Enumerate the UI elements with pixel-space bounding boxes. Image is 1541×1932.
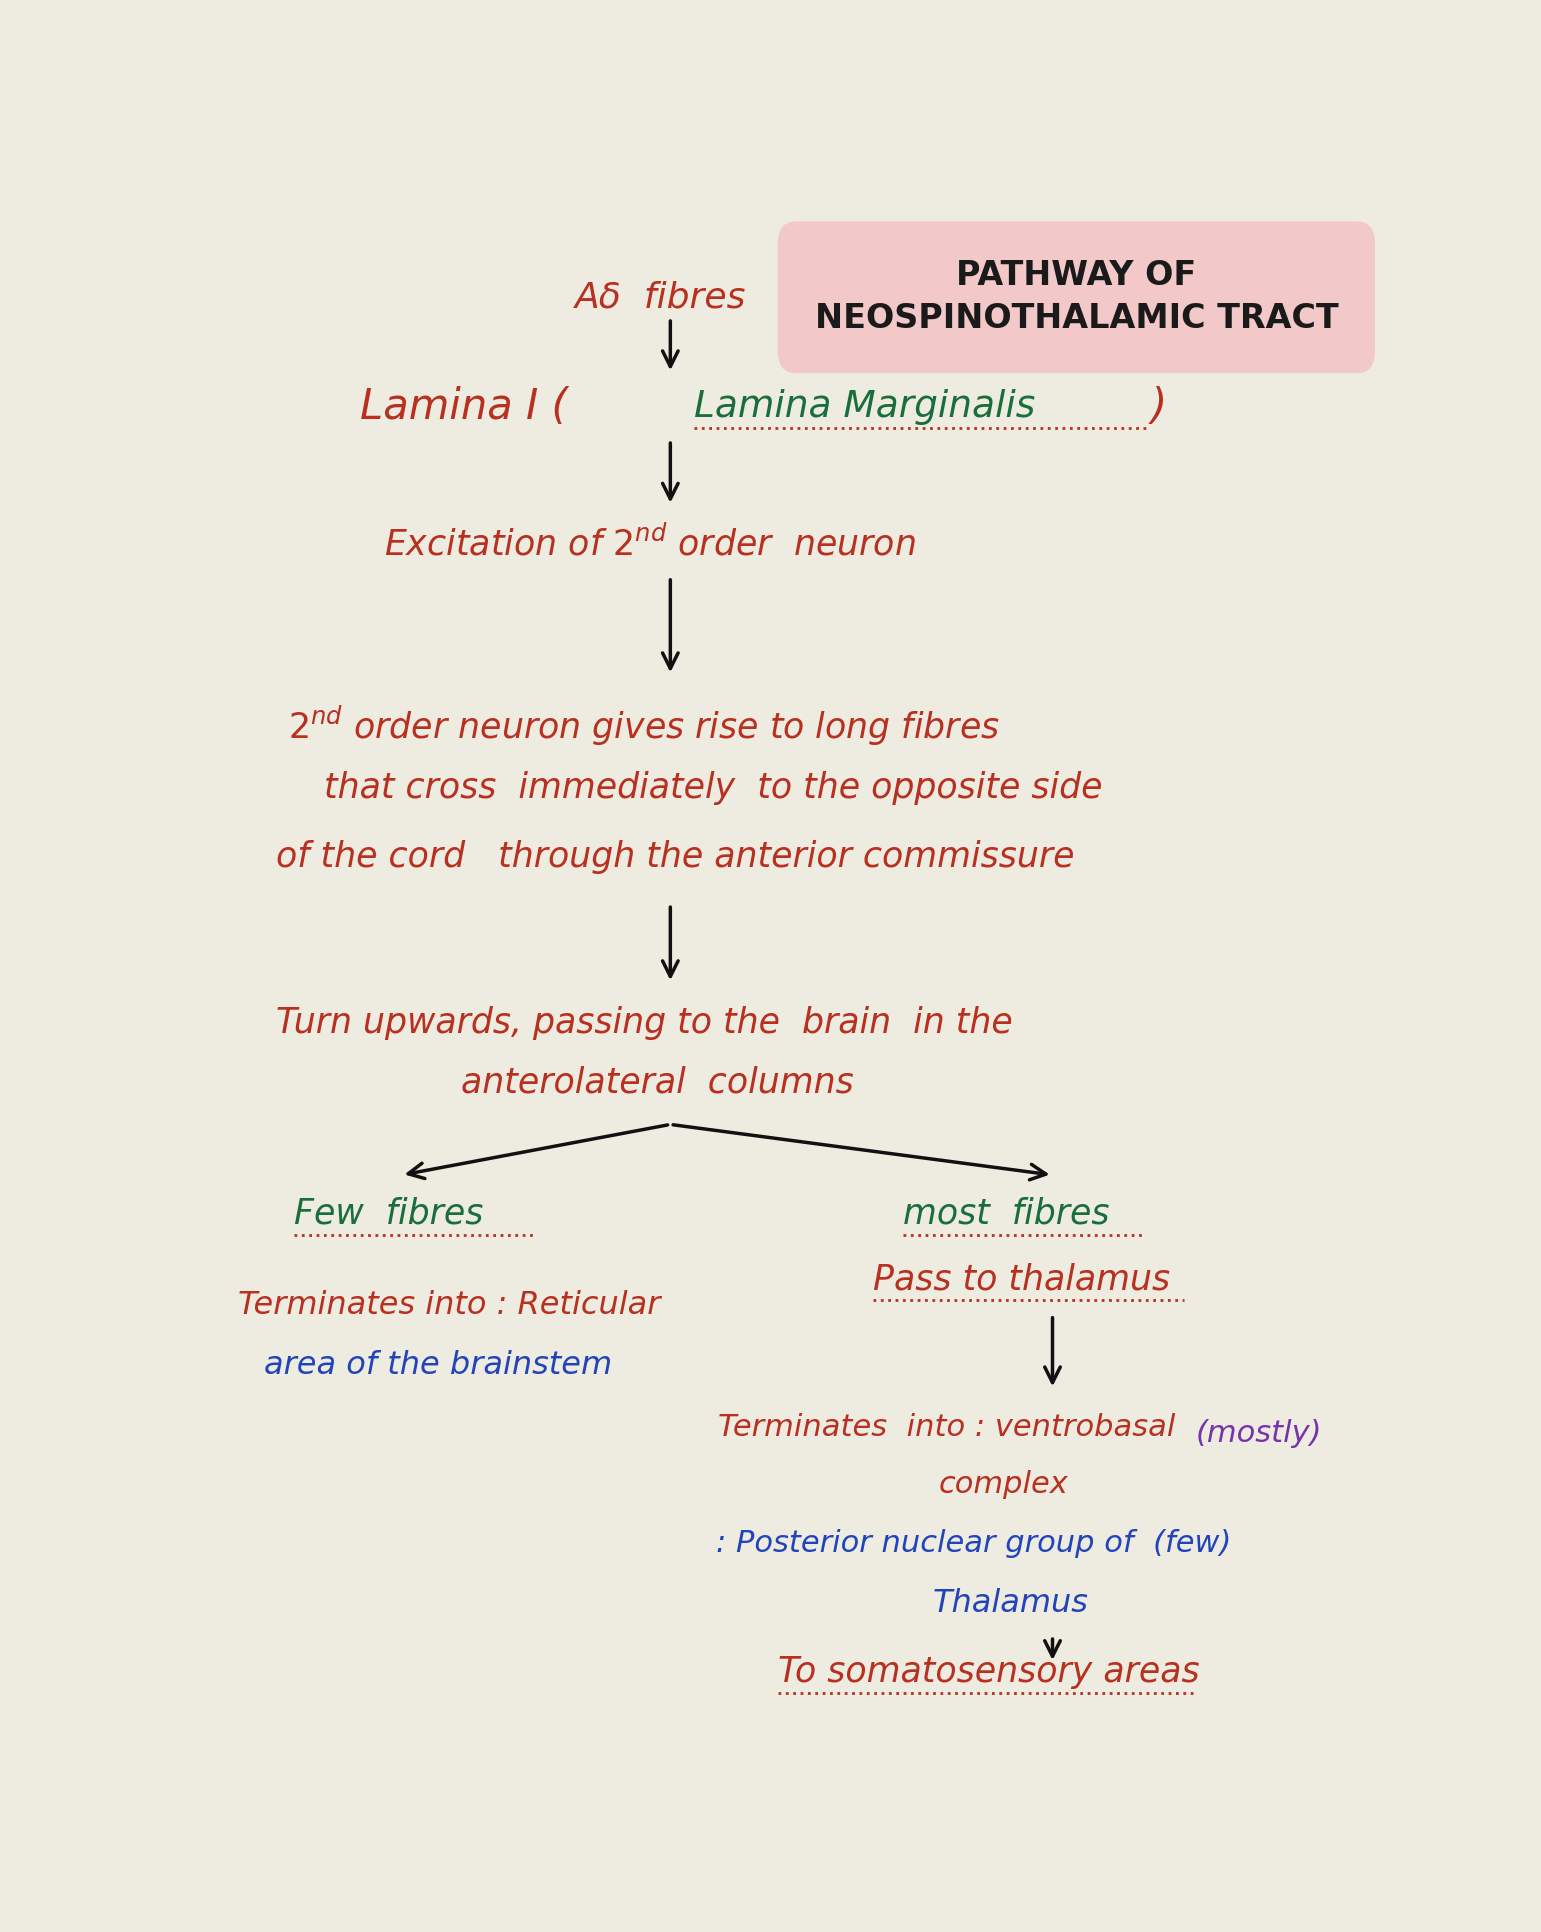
Text: Excitation of $2^{nd}$ order  neuron: Excitation of $2^{nd}$ order neuron [384, 526, 915, 562]
Text: that cross  immediately  to the opposite side: that cross immediately to the opposite s… [324, 771, 1102, 806]
Text: area of the brainstem: area of the brainstem [265, 1350, 612, 1381]
Text: (mostly): (mostly) [1196, 1420, 1322, 1449]
Text: Lamina Marginalis: Lamina Marginalis [693, 390, 1036, 425]
Text: Lamina I (: Lamina I ( [361, 386, 567, 429]
FancyBboxPatch shape [778, 222, 1375, 373]
Text: Pass to thalamus: Pass to thalamus [874, 1262, 1171, 1296]
Text: of the cord   through the anterior commissure: of the cord through the anterior commiss… [276, 840, 1074, 873]
Text: To somatosensory areas: To somatosensory areas [778, 1656, 1199, 1689]
Text: complex: complex [938, 1470, 1069, 1499]
Text: Few  fibres: Few fibres [294, 1196, 484, 1231]
Text: PATHWAY OF
NEOSPINOTHALAMIC TRACT: PATHWAY OF NEOSPINOTHALAMIC TRACT [815, 259, 1338, 336]
Text: $2^{nd}$ order neuron gives rise to long fibres: $2^{nd}$ order neuron gives rise to long… [288, 703, 1000, 748]
Text: Terminates into : Reticular: Terminates into : Reticular [237, 1291, 661, 1321]
Text: Thalamus: Thalamus [934, 1588, 1089, 1619]
Text: most  fibres: most fibres [903, 1196, 1110, 1231]
Text: ): ) [1151, 386, 1167, 429]
Text: Aδ  fibres: Aδ fibres [575, 280, 746, 315]
Text: Terminates  into : ventrobasal: Terminates into : ventrobasal [718, 1414, 1176, 1443]
Text: Turn upwards, passing to the  brain  in the: Turn upwards, passing to the brain in th… [276, 1007, 1012, 1039]
Text: anterolateral  columns: anterolateral columns [461, 1066, 854, 1099]
Text: : Posterior nuclear group of  (few): : Posterior nuclear group of (few) [715, 1530, 1231, 1559]
